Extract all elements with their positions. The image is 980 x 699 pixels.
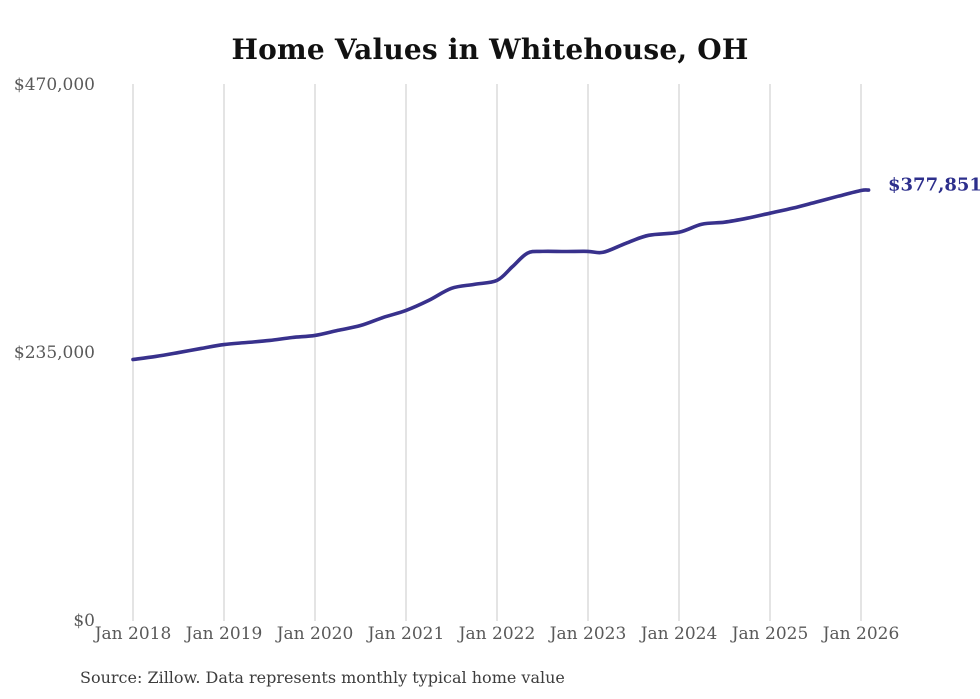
latest-value-label: $377,851 (888, 174, 980, 196)
x-axis-tick-label: Jan 2019 (185, 624, 263, 644)
x-axis-tick-label: Jan 2024 (640, 624, 718, 644)
x-axis-tick-label: Jan 2026 (822, 624, 900, 644)
x-axis-tick-label: Jan 2018 (94, 624, 172, 644)
y-axis-tick-label: $235,000 (13, 343, 95, 363)
x-axis-tick-label: Jan 2023 (549, 624, 627, 644)
source-note: Source: Zillow. Data represents monthly … (80, 668, 565, 687)
x-axis-tick-label: Jan 2022 (458, 624, 536, 644)
x-axis-tick-label: Jan 2020 (276, 624, 354, 644)
x-axis-tick-label: Jan 2021 (367, 624, 445, 644)
chart-title: Home Values in Whitehouse, OH (231, 33, 749, 66)
y-axis-tick-label: $470,000 (13, 75, 95, 95)
y-axis-tick-label: $0 (73, 611, 95, 631)
value-line (131, 188, 871, 362)
x-axis-tick-label: Jan 2025 (731, 624, 809, 644)
